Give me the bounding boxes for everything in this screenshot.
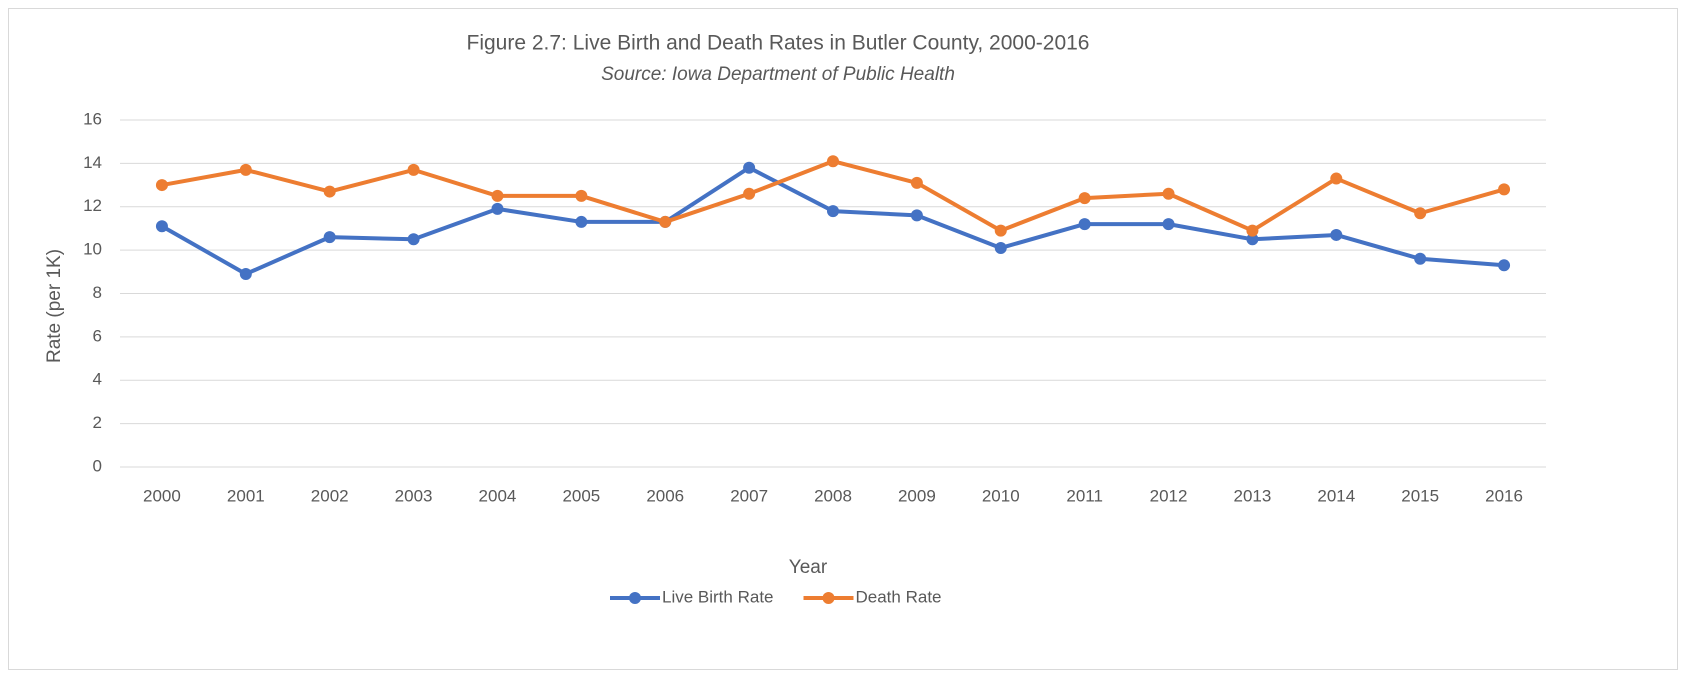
x-axis-title: Year	[789, 557, 828, 578]
x-tick-label: 2002	[311, 486, 349, 505]
series-marker	[155, 179, 168, 192]
series-marker	[1330, 172, 1343, 185]
series-marker	[1498, 259, 1511, 272]
legend-marker	[822, 592, 835, 604]
x-tick-label: 2000	[143, 486, 181, 505]
series-marker	[994, 224, 1007, 237]
series-marker	[407, 233, 420, 246]
legend-label: Death Rate	[856, 587, 942, 606]
y-tick-label: 10	[83, 240, 102, 259]
x-tick-label: 2009	[898, 486, 936, 505]
x-tick-label: 2013	[1233, 486, 1271, 505]
series-marker	[1078, 218, 1091, 231]
series-marker	[407, 163, 420, 176]
legend-label: Live Birth Rate	[662, 587, 774, 606]
x-tick-label: 2016	[1485, 486, 1523, 505]
series-marker	[1498, 183, 1511, 196]
x-tick-label: 2011	[1066, 486, 1103, 505]
y-axis-title: Rate (per 1K)	[44, 249, 65, 363]
y-tick-label: 6	[93, 326, 102, 345]
chart-title: Figure 2.7: Live Birth and Death Rates i…	[467, 32, 1090, 55]
x-tick-label: 2012	[1150, 486, 1188, 505]
series-marker	[743, 187, 756, 200]
x-tick-label: 2001	[227, 486, 265, 505]
series-marker	[323, 231, 336, 244]
chart-border	[8, 8, 1678, 670]
series-marker	[491, 202, 504, 215]
series-marker	[323, 185, 336, 198]
series-marker	[1078, 192, 1091, 205]
series-marker	[1414, 207, 1427, 220]
x-tick-label: 2005	[562, 486, 600, 505]
series-marker	[994, 241, 1007, 254]
series-marker	[743, 161, 756, 174]
series-marker	[1162, 187, 1175, 200]
y-tick-label: 8	[93, 283, 102, 302]
series-marker	[910, 176, 923, 189]
x-tick-label: 2004	[479, 486, 517, 505]
series-marker	[1246, 233, 1259, 246]
series-marker	[659, 215, 672, 228]
y-tick-label: 14	[83, 153, 102, 172]
series-marker	[575, 189, 588, 202]
series-marker	[491, 189, 504, 202]
x-tick-label: 2015	[1401, 486, 1439, 505]
series-marker	[575, 215, 588, 228]
series-marker	[1162, 218, 1175, 231]
y-tick-label: 0	[93, 456, 102, 475]
series-marker	[1246, 224, 1259, 237]
series-marker	[1414, 252, 1427, 265]
y-tick-label: 16	[83, 109, 102, 128]
chart-subtitle: Source: Iowa Department of Public Health	[601, 64, 955, 85]
series-marker	[910, 209, 923, 222]
series-marker	[827, 205, 839, 218]
y-tick-label: 2	[93, 413, 102, 432]
series-marker	[239, 267, 252, 280]
series-marker	[1330, 228, 1343, 241]
y-tick-label: 4	[93, 370, 102, 389]
x-tick-label: 2003	[395, 486, 433, 505]
series-marker	[827, 155, 839, 168]
x-tick-label: 2008	[814, 486, 852, 505]
x-tick-label: 2006	[646, 486, 684, 505]
x-tick-label: 2007	[730, 486, 768, 505]
series-marker	[239, 163, 252, 176]
y-tick-label: 12	[83, 196, 102, 215]
series-marker	[155, 220, 168, 233]
legend-marker	[629, 592, 641, 604]
x-tick-label: 2010	[982, 486, 1020, 505]
x-tick-label: 2014	[1317, 486, 1355, 505]
